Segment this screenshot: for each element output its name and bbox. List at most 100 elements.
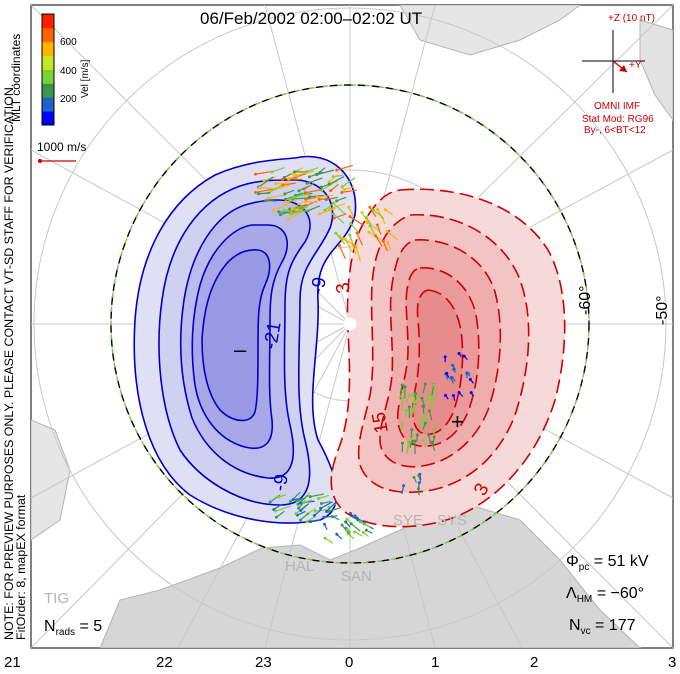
velocity-vector-origin: [277, 210, 281, 214]
velocity-vector: [268, 194, 285, 199]
velocity-vector-origin: [322, 522, 326, 526]
velocity-vector: [333, 213, 345, 224]
velocity-vector-origin: [462, 354, 466, 358]
velocity-vector-origin: [423, 421, 427, 425]
velocity-vector-origin: [297, 506, 301, 510]
velocity-vector-origin: [427, 393, 431, 397]
velocity-vector-origin: [371, 208, 375, 212]
velocity-vector-origin: [323, 536, 327, 540]
velocity-vector-origin: [443, 355, 447, 359]
velocity-vector: [422, 439, 427, 449]
velocity-vector-origin: [288, 207, 292, 211]
velocity-vector-origin: [291, 172, 295, 176]
velocity-vector-origin: [297, 189, 301, 193]
velocity-vector-origin: [303, 191, 307, 195]
pole-marker: [343, 317, 357, 331]
imf-model-line2: By-, 6<BT<12: [584, 125, 646, 136]
mlt-label-0: 0: [345, 654, 354, 671]
velocity-vector-origin: [254, 190, 258, 194]
velocity-vector-origin: [457, 351, 461, 355]
velocity-vector-origin: [317, 197, 321, 201]
stat-n-rads: Nrads = 5: [44, 618, 102, 638]
velocity-vector-origin: [345, 528, 349, 532]
velocity-vector-origin: [291, 498, 295, 502]
velocity-vector: [433, 384, 437, 396]
velocity-vector-origin: [288, 499, 292, 503]
min-potential-marker: –: [234, 337, 247, 362]
stat-n-vc-sub: vc: [580, 626, 591, 638]
stat-n-rads-value: = 5: [79, 618, 103, 635]
velocity-vector-origin: [268, 500, 272, 504]
velocity-vector-origin: [383, 208, 387, 212]
velocity-vector: [430, 398, 434, 410]
velocity-vector-origin: [450, 375, 454, 379]
velocity-vector-origin: [340, 190, 344, 194]
velocity-vector-origin: [434, 426, 438, 430]
velocity-vector-origin: [412, 405, 416, 409]
velocity-vector-origin: [400, 422, 404, 426]
velocity-vector-origin: [270, 170, 274, 174]
velocity-vector-origin: [319, 185, 323, 189]
velocity-vector-origin: [457, 390, 461, 394]
velocity-vector-origin: [334, 231, 338, 235]
velocity-vector-origin: [282, 208, 286, 212]
colorbar-segment: [42, 27, 54, 43]
stat-lambda-hm: ΛHM = −60°: [566, 585, 644, 605]
velocity-vector: [334, 213, 347, 219]
velocity-vector: [305, 189, 322, 194]
stat-lambda-hm-value: = −60°: [596, 585, 645, 602]
velocity-vector-origin: [469, 391, 473, 395]
velocity-vector-origin: [360, 211, 364, 215]
velocity-vector: [341, 189, 357, 193]
velocity-vector-origin: [313, 509, 317, 513]
velocity-vector-origin: [284, 197, 288, 201]
velocity-vector-origin: [404, 408, 408, 412]
radar-label: SYE: [393, 512, 423, 529]
velocity-vector: [305, 200, 317, 204]
stat-n-vc: Nvc = 177: [569, 617, 636, 637]
velocity-vector-origin: [342, 187, 346, 191]
coords-label: MLT coordinates: [9, 34, 23, 122]
velocity-vector-origin: [304, 197, 308, 201]
velocity-vector-origin: [327, 182, 331, 186]
velocity-vector-origin: [345, 517, 349, 521]
imf-y-label: +Y: [629, 60, 642, 71]
velocity-vector-origin: [427, 409, 431, 413]
fit-order-note: FitOrder: 8, mapEX format: [14, 494, 28, 640]
colorbar-segment: [42, 111, 54, 126]
velocity-vector-origin: [403, 385, 407, 389]
velocity-vector-origin: [283, 192, 287, 196]
velocity-vector-origin: [412, 400, 416, 404]
velocity-vector-origin: [298, 518, 302, 522]
velocity-vector-origin: [272, 507, 276, 511]
velocity-vector-origin: [317, 497, 321, 501]
velocity-vector-origin: [332, 212, 336, 216]
velocity-vectors: [254, 164, 474, 544]
velocity-vector: [255, 171, 271, 175]
velocity-vector: [431, 441, 436, 452]
velocity-vector-origin: [325, 510, 329, 514]
velocity-vector: [255, 188, 273, 194]
colorbar-unit-label: Vel [m/s]: [80, 59, 91, 98]
velocity-vector-origin: [294, 512, 298, 516]
velocity-vector-origin: [335, 199, 339, 203]
velocity-vector: [326, 500, 338, 512]
colorbar-segment: [42, 55, 54, 70]
velocity-vector: [321, 500, 331, 505]
imf-dial: [582, 30, 645, 93]
velocity-vector-origin: [364, 528, 368, 532]
velocity-vector-origin: [302, 501, 306, 505]
velocity-vector: [316, 169, 335, 176]
velocity-vector-origin: [416, 394, 420, 398]
velocity-colorbar: [42, 14, 54, 126]
imf-source: OMNI IMF: [594, 101, 641, 112]
velocity-vector: [422, 383, 426, 394]
velocity-vector-origin: [323, 208, 327, 212]
velocity-vector: [285, 199, 297, 203]
velocity-vector: [336, 196, 347, 202]
velocity-vector: [365, 217, 372, 226]
velocity-vector-origin: [400, 383, 404, 387]
velocity-vector-origin: [288, 197, 292, 201]
velocity-vector-origin: [348, 233, 352, 237]
velocity-vector-origin: [307, 195, 311, 199]
